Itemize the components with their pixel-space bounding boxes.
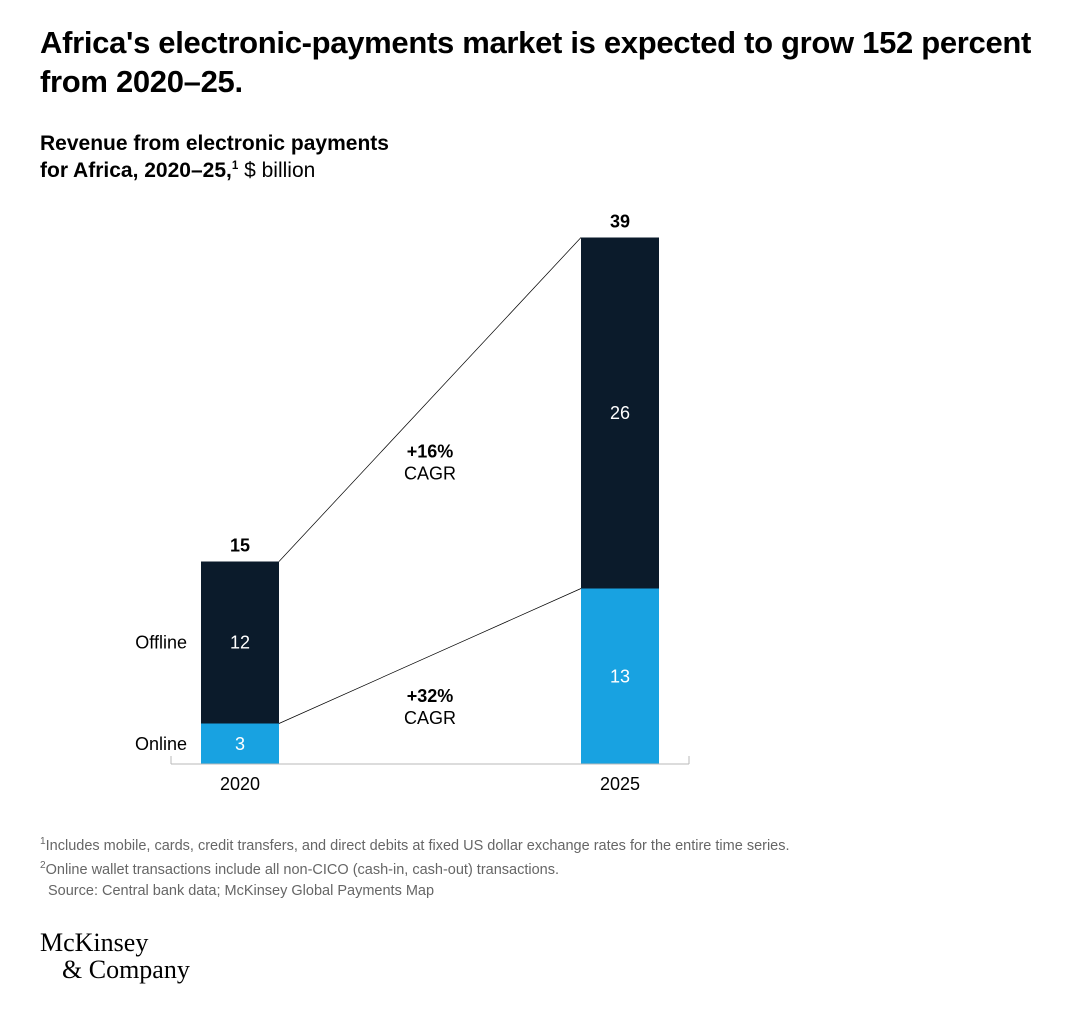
bar-value-2025-offline: 26 xyxy=(610,403,630,423)
footnote-2: 2Online wallet transactions include all … xyxy=(40,858,1040,882)
row-label-offline: Offline xyxy=(135,633,187,653)
category-label-2025: 2025 xyxy=(600,774,640,794)
bar-value-2020-online: 3 xyxy=(235,734,245,754)
chart-headline: Africa's electronic-payments market is e… xyxy=(40,24,1040,102)
cagr-top-label: CAGR xyxy=(404,464,456,484)
cagr-top-percent: +16% xyxy=(407,442,454,462)
footnote-2-text: Online wallet transactions include all n… xyxy=(46,862,559,878)
logo-line2: & Company xyxy=(62,956,1040,983)
row-label-online: Online xyxy=(135,734,187,754)
category-label-2020: 2020 xyxy=(220,774,260,794)
subtitle-unit: $ billion xyxy=(238,159,315,182)
subtitle-line2-text: for Africa, 2020–25, xyxy=(40,159,232,182)
bar-total-2020: 15 xyxy=(230,536,250,556)
cagr-bottom-percent: +32% xyxy=(407,686,454,706)
source-line: Source: Central bank data; McKinsey Glob… xyxy=(48,881,1040,903)
footnote-1-text: Includes mobile, cards, credit transfers… xyxy=(46,838,790,854)
bar-total-2025: 39 xyxy=(610,212,630,232)
subtitle-line2: for Africa, 2020–25,1 $ billion xyxy=(40,157,1040,184)
chart-svg: 3121513263920202025OfflineOnline+16%CAGR… xyxy=(120,204,760,804)
mckinsey-logo: McKinsey & Company xyxy=(40,929,1040,984)
bar-value-2020-offline: 12 xyxy=(230,633,250,653)
stacked-bar-chart: 3121513263920202025OfflineOnline+16%CAGR… xyxy=(120,204,760,804)
chart-subtitle: Revenue from electronic payments for Afr… xyxy=(40,130,1040,185)
subtitle-line1: Revenue from electronic payments xyxy=(40,130,1040,157)
logo-line1: McKinsey xyxy=(40,929,1040,956)
cagr-bottom-label: CAGR xyxy=(404,708,456,728)
footnote-1: 1Includes mobile, cards, credit transfer… xyxy=(40,834,1040,858)
connector-line-top xyxy=(279,238,581,562)
bar-value-2025-online: 13 xyxy=(610,666,630,686)
footnotes: 1Includes mobile, cards, credit transfer… xyxy=(40,834,1040,903)
